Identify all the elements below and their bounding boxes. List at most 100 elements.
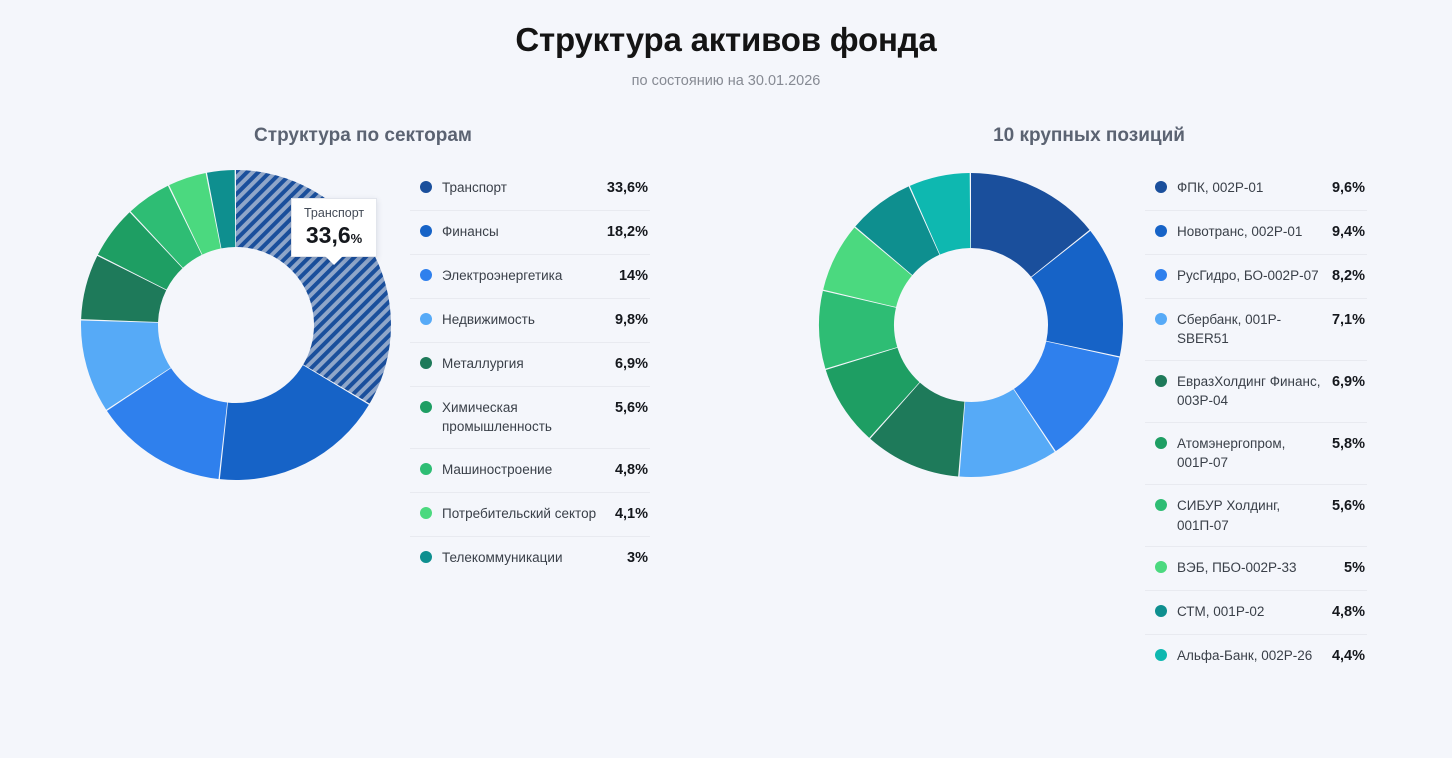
legend-item-positions-1[interactable]: Новотранс, 002Р-01 9,4% [1145, 211, 1367, 255]
panel-sectors-body: Транспорт 33,6% Транспорт 33,6% Финансы 18,… [0, 165, 726, 580]
legend-color-swatch [1155, 312, 1167, 325]
legend-item-label: Машиностроение [442, 461, 553, 477]
legend-color-swatch [420, 462, 432, 475]
tooltip-value: 33,6% [304, 222, 364, 248]
legend-item-label: Недвижимость [442, 311, 535, 327]
donut-slice[interactable] [81, 255, 167, 322]
legend-item-value: 9,4% [1331, 223, 1365, 240]
legend-item-sectors-7[interactable]: Потребительский сектор 4,1% [410, 493, 650, 537]
tooltip-label: Транспорт [304, 205, 365, 220]
legend-item-label: СИБУР Холдинг, 001П-07 [1177, 498, 1281, 533]
legend-item-positions-2[interactable]: РусГидро, БО-002Р-07 8,2% [1145, 255, 1367, 299]
legend-item-positions-3[interactable]: Сбербанк, 001P-SBER51 7,1% [1145, 299, 1367, 361]
donut-chart-sectors: Транспорт 33,6% [76, 165, 396, 485]
legend-item-sectors-4[interactable]: Металлургия 6,9% [410, 343, 650, 387]
legend-item-value: 4,1% [614, 505, 648, 522]
donut-slice[interactable] [1013, 341, 1120, 451]
legend-item-value: 5,8% [1331, 435, 1365, 452]
legend-item-label: Потребительский сектор [442, 505, 597, 521]
legend-color-swatch [420, 268, 432, 281]
donut-slice[interactable] [959, 388, 1055, 477]
legend-color-swatch [420, 312, 432, 325]
legend-item-label: Атомэнергопром, 001Р-07 [1177, 435, 1286, 471]
legend-item-label: Транспорт [442, 179, 507, 195]
tooltip-percent-sign: % [350, 231, 363, 247]
donut-slice[interactable] [106, 367, 228, 479]
donut-slice[interactable] [219, 364, 369, 480]
donut-positions-slices[interactable] [819, 172, 1123, 477]
legend-item-label: РусГидро, БО-002Р-07 [1177, 267, 1319, 283]
donut-slice[interactable] [971, 172, 1090, 277]
panel-sectors-title: Структура по секторам [254, 124, 472, 146]
legend-sectors: Транспорт 33,6% Финансы 18,2% Электроэнергет… [410, 165, 650, 580]
legend-item-label: Химическая промышленность [442, 399, 552, 435]
legend-item-label: Сбербанк, 001P-SBER51 [1177, 311, 1282, 347]
legend-item-sectors-6[interactable]: Машиностроение 4,8% [410, 449, 650, 493]
donut-slice[interactable] [81, 320, 171, 410]
panel-positions-title: 10 крупных позиций [993, 124, 1185, 146]
panel-positions-body: ФПК, 002Р-01 9,6% Новотранс, 002Р-01 9,4% Ру… [726, 165, 1452, 679]
legend-color-swatch [420, 550, 432, 563]
donut-positions-svg [819, 172, 1123, 477]
legend-color-swatch [1155, 180, 1167, 193]
tooltip-arrow [325, 255, 344, 265]
legend-positions: ФПК, 002Р-01 9,6% Новотранс, 002Р-01 9,4% Ру… [1145, 165, 1367, 679]
legend-item-label: Альфа-Банк, 002Р-26 [1177, 648, 1313, 664]
panel-positions: 10 крупных позиций ФПК, 002Р-01 9,6% Новот… [726, 125, 1452, 679]
page-title: Структура активов фонда [515, 21, 937, 58]
legend-item-sectors-2[interactable]: Электроэнергетика 14% [410, 255, 650, 299]
donut-slice[interactable] [909, 172, 971, 255]
charts-container: Структура по секторам Транспорт [0, 125, 1452, 679]
legend-item-positions-9[interactable]: Альфа-Банк, 002Р-26 4,4% [1145, 635, 1367, 678]
legend-item-label: СТМ, 001Р-02 [1177, 604, 1265, 620]
legend-item-label: Финансы [442, 223, 499, 239]
chart-tooltip: Транспорт 33,6% [291, 197, 378, 265]
legend-item-label: ЕвразХолдинг Финанс, 003Р-04 [1177, 373, 1321, 409]
legend-item-sectors-1[interactable]: Финансы 18,2% [410, 211, 650, 255]
legend-item-positions-5[interactable]: Атомэнергопром, 001Р-07 5,8% [1145, 423, 1367, 486]
legend-item-sectors-8[interactable]: Телекоммуникации 3% [410, 537, 650, 580]
legend-color-swatch [1155, 649, 1167, 662]
legend-item-value: 5,6% [614, 399, 648, 416]
tooltip-number: 33,6 [305, 222, 351, 249]
legend-color-swatch [1155, 436, 1167, 449]
legend-item-value: 9,6% [1331, 179, 1365, 196]
legend-item-positions-4[interactable]: ЕвразХолдинг Финанс, 003Р-04 6,9% [1145, 361, 1367, 423]
donut-slice[interactable] [825, 347, 920, 438]
legend-item-positions-6[interactable]: СИБУР Холдинг, 001П-07 5,6% [1145, 485, 1367, 548]
legend-color-swatch [420, 400, 432, 413]
legend-item-value: 4,8% [614, 461, 648, 478]
donut-slice[interactable] [169, 172, 221, 255]
page-header: Структура активов фонда по состоянию на … [0, 0, 1452, 89]
donut-slice[interactable] [823, 227, 912, 307]
legend-item-value: 6,9% [614, 355, 648, 372]
donut-slice[interactable] [870, 382, 965, 477]
panel-sectors: Структура по секторам Транспорт [0, 125, 726, 679]
donut-slice[interactable] [819, 290, 898, 369]
donut-slice[interactable] [206, 169, 236, 248]
legend-color-swatch [1155, 499, 1167, 512]
legend-item-value: 8,2% [1331, 267, 1365, 284]
legend-color-swatch [1155, 605, 1167, 618]
donut-chart-positions [811, 165, 1131, 485]
legend-color-swatch [1155, 374, 1167, 387]
legend-item-sectors-0[interactable]: Транспорт 33,6% [410, 167, 650, 211]
legend-item-label: ВЭБ, ПБО-002Р-33 [1177, 560, 1297, 576]
legend-color-swatch [420, 506, 432, 519]
legend-item-label: Новотранс, 002Р-01 [1177, 223, 1303, 239]
donut-slice[interactable] [97, 211, 183, 290]
donut-slice[interactable] [1031, 230, 1123, 356]
legend-item-positions-7[interactable]: ВЭБ, ПБО-002Р-33 5% [1145, 547, 1367, 592]
legend-item-value: 7,1% [1331, 311, 1365, 328]
legend-item-value: 14% [618, 267, 648, 284]
donut-slice[interactable] [855, 185, 940, 275]
legend-item-value: 9,8% [614, 311, 648, 328]
legend-item-sectors-5[interactable]: Химическая промышленность 5,6% [410, 387, 650, 449]
donut-slice[interactable] [130, 185, 202, 268]
legend-item-value: 3% [627, 549, 648, 566]
legend-item-sectors-3[interactable]: Недвижимость 9,8% [410, 299, 650, 343]
legend-color-swatch [1155, 224, 1167, 237]
legend-item-positions-8[interactable]: СТМ, 001Р-02 4,8% [1145, 591, 1367, 636]
legend-item-positions-0[interactable]: ФПК, 002Р-01 9,6% [1145, 167, 1367, 211]
legend-item-value: 18,2% [606, 223, 648, 240]
